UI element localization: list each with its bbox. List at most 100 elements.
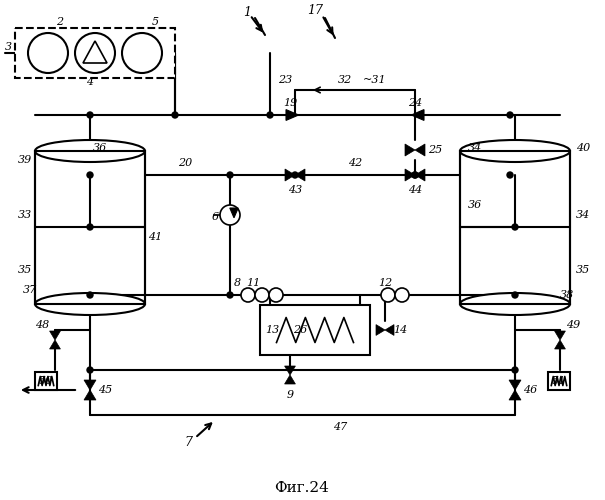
Circle shape [28, 33, 68, 73]
Circle shape [255, 288, 269, 302]
Polygon shape [295, 169, 305, 181]
Text: 25: 25 [428, 145, 442, 155]
Circle shape [227, 172, 233, 178]
Circle shape [512, 367, 518, 373]
Text: 36: 36 [93, 143, 107, 153]
Text: 42: 42 [348, 158, 362, 168]
Polygon shape [405, 144, 415, 156]
Text: 20: 20 [178, 158, 192, 168]
Ellipse shape [460, 293, 570, 315]
Text: 11: 11 [246, 278, 260, 288]
Text: 14: 14 [393, 325, 407, 335]
Text: 32: 32 [338, 75, 352, 85]
Circle shape [87, 292, 93, 298]
Bar [35, 372, 57, 390]
Text: 34: 34 [468, 143, 482, 153]
Text: 46: 46 [523, 385, 537, 395]
Text: 17: 17 [307, 4, 323, 16]
Text: 26: 26 [293, 325, 307, 335]
Text: 48: 48 [35, 320, 49, 330]
Polygon shape [405, 169, 415, 181]
Polygon shape [50, 340, 60, 349]
Bar [548, 372, 570, 390]
Text: 5: 5 [151, 17, 159, 27]
Polygon shape [415, 169, 425, 181]
Circle shape [395, 288, 409, 302]
Bar [36, 151, 144, 227]
Text: 44: 44 [408, 185, 422, 195]
Text: 45: 45 [98, 385, 112, 395]
Polygon shape [285, 169, 295, 181]
Text: 35: 35 [576, 265, 590, 275]
Bar [260, 305, 370, 355]
Bar [460, 151, 570, 304]
Circle shape [412, 172, 418, 178]
Bar [460, 151, 570, 304]
Text: 12: 12 [378, 278, 392, 288]
Text: 49: 49 [566, 320, 580, 330]
Circle shape [512, 292, 518, 298]
Text: 37: 37 [23, 285, 37, 295]
Bar [35, 151, 145, 304]
Circle shape [507, 112, 513, 118]
Circle shape [381, 288, 395, 302]
Bar [35, 151, 145, 304]
Text: 2: 2 [56, 17, 64, 27]
Polygon shape [555, 331, 566, 340]
Ellipse shape [35, 140, 145, 162]
Circle shape [87, 112, 93, 118]
Ellipse shape [35, 293, 145, 315]
Polygon shape [415, 144, 425, 156]
Text: 6: 6 [211, 212, 218, 222]
Polygon shape [509, 390, 521, 400]
Bar [461, 227, 569, 303]
Circle shape [87, 172, 93, 178]
Text: 23: 23 [278, 75, 292, 85]
Text: 41: 41 [148, 232, 162, 242]
Circle shape [292, 172, 298, 178]
Circle shape [220, 205, 240, 225]
Text: 36: 36 [468, 200, 482, 210]
Polygon shape [385, 324, 394, 336]
Polygon shape [376, 324, 385, 336]
Text: 50: 50 [39, 376, 53, 386]
Text: 3: 3 [4, 42, 11, 52]
Text: 51: 51 [552, 376, 566, 386]
Text: 34: 34 [576, 210, 590, 220]
Text: 33: 33 [18, 210, 32, 220]
Polygon shape [50, 331, 60, 340]
Polygon shape [284, 375, 295, 384]
Polygon shape [411, 110, 424, 120]
Circle shape [227, 292, 233, 298]
Polygon shape [230, 208, 238, 218]
Bar [461, 151, 569, 227]
Circle shape [412, 172, 418, 178]
Text: 24: 24 [408, 98, 422, 108]
Text: 43: 43 [288, 185, 302, 195]
Text: 4: 4 [87, 77, 94, 87]
Text: 1: 1 [243, 6, 251, 18]
Ellipse shape [460, 140, 570, 162]
Text: 8: 8 [234, 278, 241, 288]
Circle shape [122, 33, 162, 73]
Text: Фиг.24: Фиг.24 [275, 481, 330, 495]
Polygon shape [284, 366, 295, 375]
Text: 39: 39 [18, 155, 32, 165]
Circle shape [87, 367, 93, 373]
Circle shape [87, 224, 93, 230]
Circle shape [507, 172, 513, 178]
Circle shape [512, 224, 518, 230]
Text: 47: 47 [333, 422, 347, 432]
Circle shape [269, 288, 283, 302]
Circle shape [172, 112, 178, 118]
Text: 40: 40 [576, 143, 590, 153]
Text: 19: 19 [283, 98, 297, 108]
Polygon shape [509, 380, 521, 390]
Text: 35: 35 [18, 265, 32, 275]
Polygon shape [555, 340, 566, 349]
Circle shape [267, 112, 273, 118]
Text: 9: 9 [286, 390, 293, 400]
Text: 38: 38 [560, 290, 574, 300]
Polygon shape [286, 110, 299, 120]
Polygon shape [84, 390, 96, 400]
